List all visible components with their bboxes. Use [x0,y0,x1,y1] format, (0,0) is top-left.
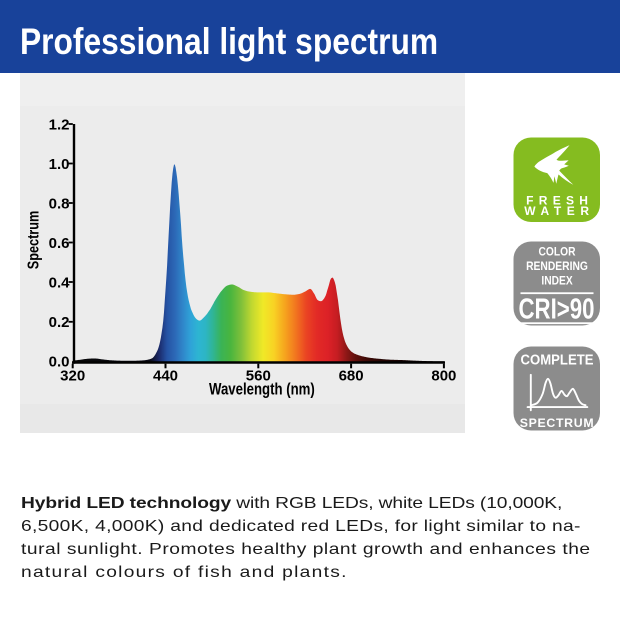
svg-text:320: 320 [60,368,85,385]
svg-text:0.6: 0.6 [49,235,70,252]
svg-text:0.0: 0.0 [49,354,70,371]
svg-text:RENDERING: RENDERING [526,260,588,273]
svg-text:CRI>90: CRI>90 [519,294,595,325]
svg-text:1.2: 1.2 [49,116,70,133]
svg-text:560: 560 [246,368,271,385]
svg-text:COMPLETE: COMPLETE [521,351,594,368]
svg-text:440: 440 [153,368,178,385]
svg-text:0.4: 0.4 [49,274,71,291]
svg-text:680: 680 [339,368,364,385]
svg-text:SPECTRUM: SPECTRUM [520,416,595,430]
svg-text:0.8: 0.8 [49,195,70,212]
svg-text:Wavelength (nm): Wavelength (nm) [209,380,315,399]
svg-text:COLOR: COLOR [539,246,576,259]
svg-text:0.2: 0.2 [49,314,70,331]
svg-text:INDEX: INDEX [541,275,573,288]
svg-text:FRESH: FRESH [526,194,593,208]
svg-text:1.0: 1.0 [49,156,70,173]
svg-text:WATER: WATER [524,204,594,218]
svg-text:800: 800 [431,368,456,385]
svg-text:Spectrum: Spectrum [25,211,42,270]
